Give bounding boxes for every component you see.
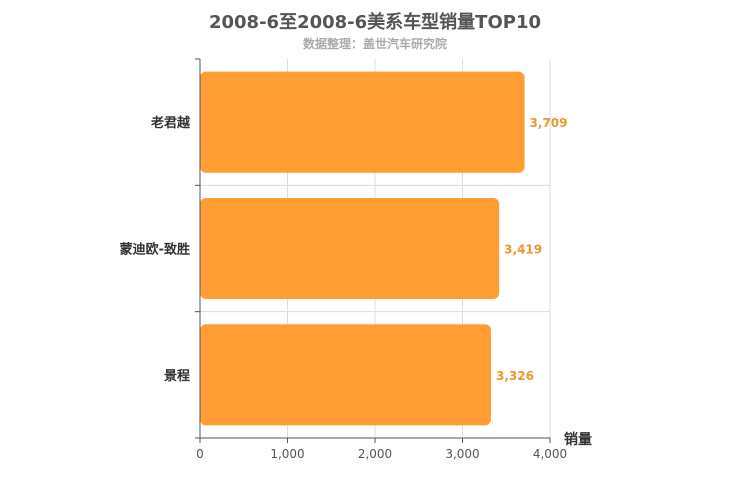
axes [199, 59, 550, 439]
category-label: 景程 [164, 369, 190, 384]
bar [200, 71, 525, 173]
x-tick-label: 4,000 [533, 447, 567, 461]
chart-title: 2008-6至2008-6美系车型销量TOP10 [208, 12, 541, 33]
x-axis-title: 销量 [564, 431, 592, 448]
bar-value-label: 3,709 [530, 116, 568, 130]
category-label: 蒙迪欧-致胜 [120, 242, 190, 258]
bar-value-label: 3,419 [504, 243, 542, 257]
bar [200, 324, 492, 426]
bar-value-label: 3,326 [496, 369, 534, 383]
chart-subtitle: 数据整理：盖世汽车研究院 [302, 37, 447, 51]
x-tick-label: 3,000 [445, 447, 479, 461]
x-tick-label: 1,000 [270, 447, 304, 461]
bar [200, 197, 500, 300]
category-label: 老君越 [150, 115, 191, 131]
x-tick-label: 2,000 [358, 447, 392, 461]
labels: 0 1,000 2,000 3,000 4,000 3,709 老君越 3,419 蒙迪欧-致胜… [120, 115, 568, 461]
x-tick-label: 0 [196, 447, 204, 461]
bars [200, 71, 525, 426]
